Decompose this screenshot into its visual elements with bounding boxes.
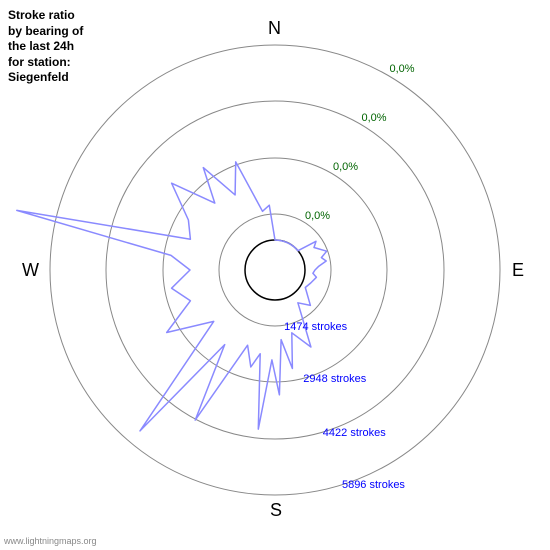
ring-label-strokes: 2948 strokes bbox=[303, 373, 366, 385]
ring-label-ratio: 0,0% bbox=[305, 210, 330, 222]
cardinal-s: S bbox=[270, 500, 282, 521]
cardinal-n: N bbox=[268, 18, 281, 39]
polar-chart-container: Stroke ratio by bearing of the last 24h … bbox=[0, 0, 550, 550]
ring-label-strokes: 5896 strokes bbox=[342, 479, 405, 491]
ring-label-strokes: 1474 strokes bbox=[284, 321, 347, 333]
ring-label-ratio: 0,0% bbox=[390, 63, 415, 75]
ring-label-strokes: 4422 strokes bbox=[323, 427, 386, 439]
attribution-text: www.lightningmaps.org bbox=[4, 536, 97, 546]
chart-title: Stroke ratio by bearing of the last 24h … bbox=[8, 8, 83, 86]
cardinal-w: W bbox=[22, 260, 39, 281]
ring-label-ratio: 0,0% bbox=[362, 112, 387, 124]
cardinal-e: E bbox=[512, 260, 524, 281]
ring-label-ratio: 0,0% bbox=[333, 161, 358, 173]
